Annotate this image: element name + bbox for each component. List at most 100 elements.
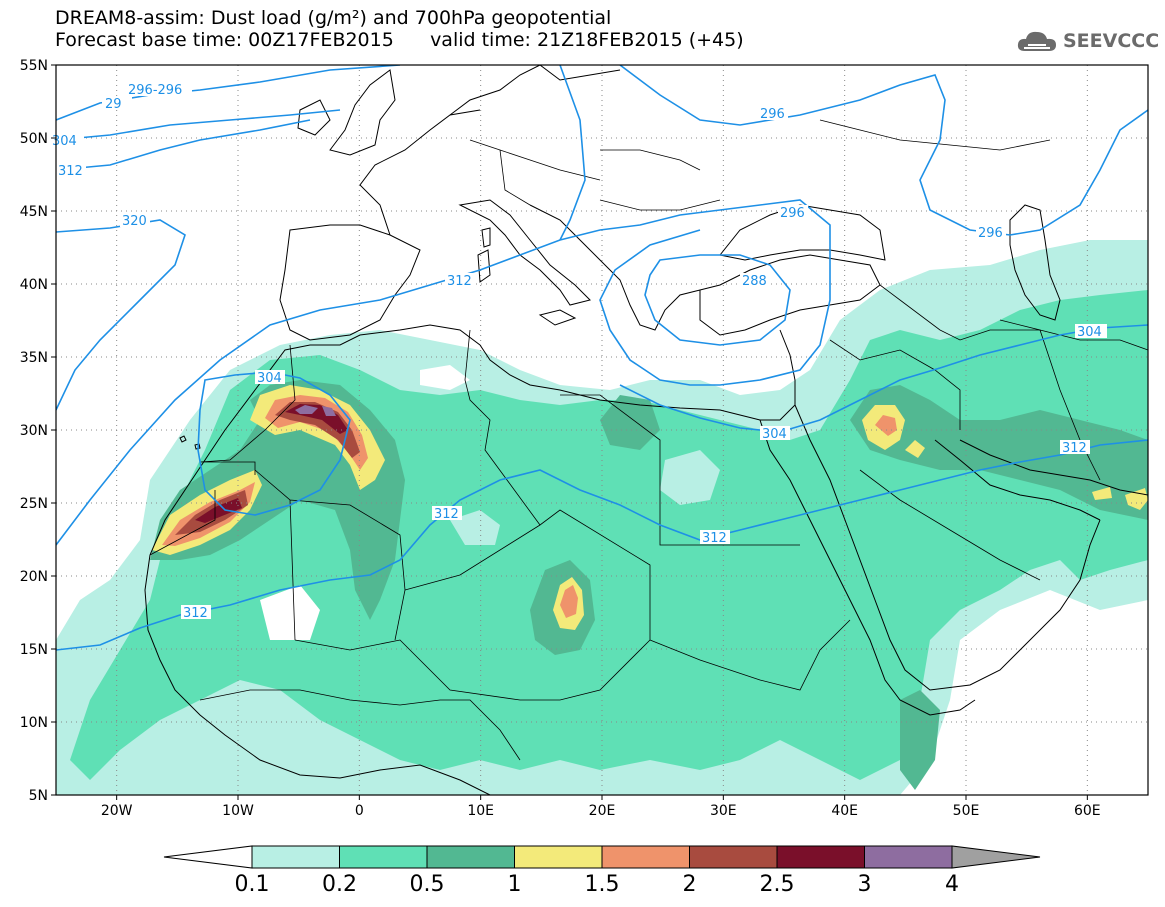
lon-tick-label: 20W: [101, 803, 133, 819]
contour-label: 304: [255, 370, 285, 386]
svg-text:296: 296: [760, 107, 785, 122]
dust-level-2-morocco: [275, 402, 360, 458]
lat-tick-label: 20N: [20, 569, 48, 585]
contour-288: [644, 254, 791, 346]
coast-iberia: [279, 224, 421, 341]
colorbar-tick-label: 4: [945, 872, 959, 897]
coast-italy: [458, 199, 591, 306]
dust-level-1-iraq-south: [905, 440, 925, 458]
coast-caspian: [1009, 204, 1061, 321]
svg-text:312: 312: [183, 606, 208, 621]
contour-label: 312: [432, 506, 462, 522]
contour-label: 312: [1060, 440, 1090, 456]
borders: [149, 119, 1148, 761]
svg-text:312: 312: [434, 507, 459, 522]
svg-text:304: 304: [762, 427, 787, 442]
svg-text:312: 312: [58, 164, 83, 179]
lat-tick-label: 35N: [20, 350, 48, 366]
svg-text:288: 288: [742, 274, 767, 289]
colorbar-segment: [426, 845, 515, 869]
contour-label: 288: [740, 273, 770, 289]
svg-text:304: 304: [52, 134, 77, 149]
svg-text:304: 304: [257, 371, 282, 386]
contour-label: 296-296: [126, 82, 192, 98]
geopotential-contours: [56, 65, 1148, 651]
coast-persian-gulf: [934, 439, 1148, 521]
coast-scandinavia: [539, 65, 621, 81]
colorbar-tick-label: 1: [508, 872, 522, 897]
contour-label: 296: [758, 106, 788, 122]
svg-text:312: 312: [447, 274, 472, 289]
contour-label: 312: [700, 530, 730, 546]
lat-lon-grid: [56, 65, 1148, 795]
dust-level-1-gulf: [1092, 487, 1112, 500]
contour-label: 320: [120, 213, 150, 229]
coast-red-sea-west: [759, 419, 976, 716]
coast-north-sea: [449, 65, 541, 116]
colorbar: 0.1 0.2 0.5 1 1.5 2 2.5 3 4: [163, 845, 1041, 897]
svg-text:304: 304: [1077, 325, 1102, 340]
contour-304-north: [56, 65, 586, 241]
coast-sardinia: [477, 249, 491, 283]
coast-red-sea-east: [794, 404, 1101, 691]
longitude-axis: 20W 10W 0 10E 20E 30E 40E 50E 60E: [101, 795, 1101, 819]
svg-text:312: 312: [1062, 441, 1087, 456]
colorbar-tick-label: 3: [858, 872, 872, 897]
colorbar-segment: [601, 845, 690, 869]
lat-tick-label: 30N: [20, 423, 48, 439]
coast-turkey: [699, 254, 881, 336]
dust-field: [56, 240, 1148, 795]
svg-text:29: 29: [105, 97, 122, 112]
colorbar-tick-label: 0.1: [235, 872, 270, 897]
lat-tick-label: 50N: [20, 131, 48, 147]
colorbar-segment: [776, 845, 865, 869]
coast-black-sea: [719, 204, 886, 261]
lon-tick-label: 0: [355, 803, 364, 819]
dust-level-0.5-libya: [600, 395, 660, 450]
dust-level-3-morocco: [295, 405, 318, 414]
dust-level-1.5-chad: [560, 585, 578, 618]
contour-304-east: [619, 324, 1148, 433]
colorbar-segment: [864, 845, 953, 869]
coast-north-africa: [149, 324, 796, 556]
logo-text: SEEVCCC: [1063, 30, 1160, 52]
dust-level-3-morocco-b: [322, 406, 336, 416]
colorbar-tick-label: 2: [683, 872, 697, 897]
contour-312-mid: [56, 199, 831, 546]
svg-text:320: 320: [122, 214, 147, 229]
contour-label: 29: [102, 96, 132, 112]
contour-label: 312: [445, 273, 475, 289]
coastlines: [144, 65, 1148, 795]
contour-label: 304: [52, 133, 84, 149]
coast-levant: [779, 329, 796, 405]
contour-296-north: [56, 65, 1148, 236]
map-title: DREAM8-assim: Dust load (g/m²) and 700hP…: [55, 7, 612, 29]
contour-label: 296: [976, 225, 1006, 241]
dust-level-0.5-arabia: [850, 385, 1148, 520]
lat-tick-label: 25N: [20, 496, 48, 512]
colorbar-segment: [251, 845, 340, 869]
contour-label: 296: [778, 205, 808, 221]
colorbar-segment: [514, 845, 603, 869]
coast-west-africa: [144, 554, 491, 795]
seevccc-logo: SEEVCCC: [1015, 24, 1159, 58]
contour-label: 312: [56, 163, 86, 179]
coast-balkans: [529, 204, 701, 331]
contour-312-north: [56, 119, 311, 171]
svg-text:296-296: 296-296: [128, 83, 182, 98]
lat-tick-label: 40N: [20, 277, 48, 293]
lon-tick-label: 20E: [589, 803, 616, 819]
map-subtitle: Forecast base time: 00Z17FEB2015 valid t…: [55, 29, 744, 51]
lon-tick-label: 10E: [467, 803, 494, 819]
svg-text:312: 312: [702, 531, 727, 546]
coast-france: [359, 109, 481, 236]
lat-tick-label: 55N: [20, 58, 48, 74]
lat-tick-label: 15N: [20, 642, 48, 658]
coast-sicily: [538, 309, 577, 326]
colorbar-tick-label: 2.5: [760, 872, 795, 897]
colorbar-segment: [339, 845, 428, 869]
lat-tick-label: 45N: [20, 204, 48, 220]
dust-gap-niger: [450, 510, 500, 545]
coast-corsica: [481, 227, 491, 248]
